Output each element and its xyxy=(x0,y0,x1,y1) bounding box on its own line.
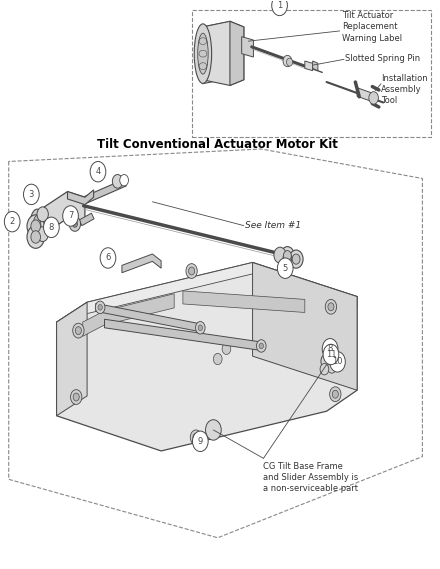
Circle shape xyxy=(259,343,264,349)
Circle shape xyxy=(72,221,77,228)
Circle shape xyxy=(23,184,39,205)
Text: 7: 7 xyxy=(68,212,73,220)
Circle shape xyxy=(37,207,48,222)
Circle shape xyxy=(332,390,338,398)
Circle shape xyxy=(44,217,59,237)
Circle shape xyxy=(198,325,202,331)
Polygon shape xyxy=(313,61,318,71)
Ellipse shape xyxy=(198,33,208,74)
Circle shape xyxy=(327,362,336,373)
Text: CG Tilt Base Frame
and Slider Assembly is
a non-serviceable part: CG Tilt Base Frame and Slider Assembly i… xyxy=(264,462,359,493)
Polygon shape xyxy=(253,262,357,390)
Circle shape xyxy=(274,247,286,263)
Circle shape xyxy=(70,390,82,405)
Text: Slotted Spring Pin: Slotted Spring Pin xyxy=(345,53,421,63)
Polygon shape xyxy=(57,262,357,333)
Circle shape xyxy=(73,393,79,401)
Circle shape xyxy=(325,299,337,314)
Circle shape xyxy=(277,258,293,278)
Text: 2: 2 xyxy=(10,217,15,226)
Polygon shape xyxy=(83,180,126,203)
Circle shape xyxy=(31,220,40,232)
Circle shape xyxy=(90,162,106,182)
Circle shape xyxy=(100,248,116,268)
Circle shape xyxy=(283,250,291,261)
Circle shape xyxy=(120,175,128,186)
Ellipse shape xyxy=(194,24,212,84)
Circle shape xyxy=(195,321,205,334)
Polygon shape xyxy=(202,21,244,85)
Polygon shape xyxy=(67,190,94,205)
Text: 3: 3 xyxy=(29,190,34,199)
Polygon shape xyxy=(242,36,253,57)
Circle shape xyxy=(321,354,332,369)
Ellipse shape xyxy=(30,209,44,243)
Circle shape xyxy=(190,430,202,445)
Circle shape xyxy=(31,231,40,243)
Text: 8: 8 xyxy=(49,223,54,232)
Polygon shape xyxy=(202,21,231,84)
Circle shape xyxy=(322,339,338,359)
Text: Tilt Conventional Actuator Motor Kit: Tilt Conventional Actuator Motor Kit xyxy=(97,138,338,151)
Text: 1: 1 xyxy=(277,1,282,10)
Circle shape xyxy=(328,303,334,311)
Polygon shape xyxy=(183,291,305,312)
Circle shape xyxy=(213,353,222,365)
Polygon shape xyxy=(79,213,94,226)
Circle shape xyxy=(272,0,287,15)
Circle shape xyxy=(98,304,103,310)
Text: See Item #1: See Item #1 xyxy=(245,221,301,230)
Circle shape xyxy=(37,227,48,241)
Circle shape xyxy=(73,323,84,338)
Polygon shape xyxy=(230,21,244,85)
Circle shape xyxy=(330,387,341,402)
Circle shape xyxy=(189,267,194,275)
Circle shape xyxy=(192,431,208,452)
Text: 4: 4 xyxy=(95,167,101,176)
Circle shape xyxy=(27,226,44,248)
Polygon shape xyxy=(83,294,174,336)
Text: Tilt Actuator
Replacement
Warning Label: Tilt Actuator Replacement Warning Label xyxy=(342,11,402,43)
Circle shape xyxy=(63,206,78,226)
Text: 11: 11 xyxy=(326,350,336,359)
Text: 10: 10 xyxy=(332,357,343,366)
Circle shape xyxy=(186,263,197,278)
Circle shape xyxy=(112,175,123,188)
Text: 6: 6 xyxy=(105,253,111,262)
Polygon shape xyxy=(96,303,200,332)
Polygon shape xyxy=(357,88,374,102)
Circle shape xyxy=(280,246,294,265)
Circle shape xyxy=(193,434,199,442)
Circle shape xyxy=(222,343,231,354)
Circle shape xyxy=(257,340,266,352)
Circle shape xyxy=(283,252,292,263)
Circle shape xyxy=(289,250,303,268)
Circle shape xyxy=(323,344,339,365)
Polygon shape xyxy=(122,254,161,273)
Polygon shape xyxy=(57,302,87,416)
Circle shape xyxy=(286,58,293,66)
Polygon shape xyxy=(36,192,85,240)
Text: 5: 5 xyxy=(282,263,288,273)
Text: 9: 9 xyxy=(198,437,203,446)
Circle shape xyxy=(69,217,81,231)
Text: Installation
Assembly
Tool: Installation Assembly Tool xyxy=(381,74,428,105)
Bar xyxy=(191,10,431,137)
Polygon shape xyxy=(305,61,313,71)
Circle shape xyxy=(369,92,378,104)
Circle shape xyxy=(205,420,221,440)
Circle shape xyxy=(330,352,345,372)
Circle shape xyxy=(320,364,329,375)
Polygon shape xyxy=(105,319,261,351)
Circle shape xyxy=(95,301,105,314)
Circle shape xyxy=(292,254,300,264)
Circle shape xyxy=(27,215,44,237)
Circle shape xyxy=(75,327,81,335)
Text: 8: 8 xyxy=(327,344,333,353)
Circle shape xyxy=(4,212,20,232)
Circle shape xyxy=(283,55,292,67)
Polygon shape xyxy=(57,262,357,451)
Ellipse shape xyxy=(33,216,41,237)
